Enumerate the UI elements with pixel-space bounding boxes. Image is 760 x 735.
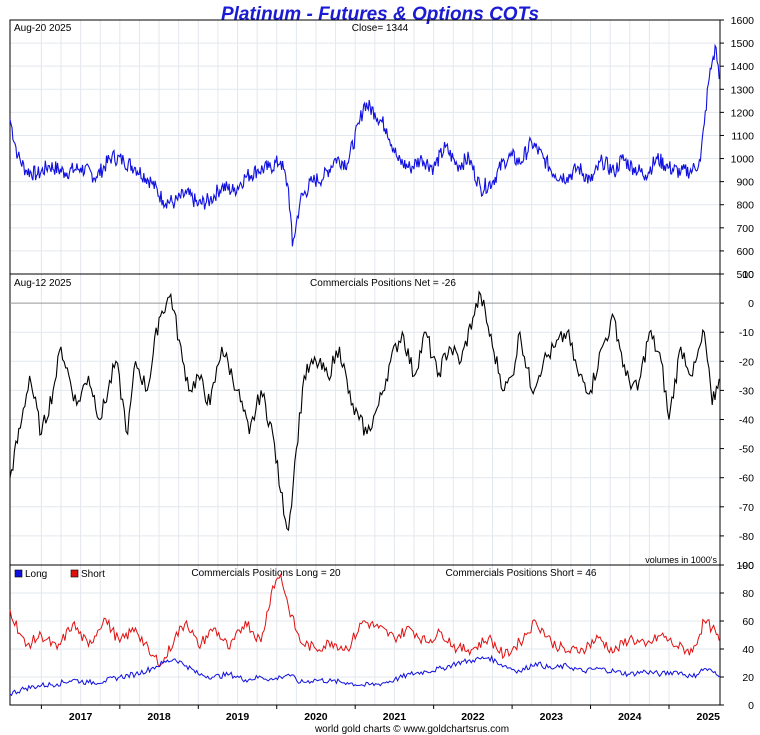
price-series-line xyxy=(9,43,720,247)
price-y-tick-label: 1300 xyxy=(731,84,755,96)
x-tick-label: 2017 xyxy=(69,711,93,723)
price-panel: Aug-20 2025 Close= 1344 500 600 700 800 900 1… xyxy=(9,15,754,281)
net-y-tick-label: -80 xyxy=(739,531,754,543)
x-tick-label: 2021 xyxy=(383,711,407,723)
net-series-line xyxy=(9,290,720,532)
price-y-tick-label: 1200 xyxy=(731,107,755,119)
net-gridlines xyxy=(10,273,720,566)
price-y-tick-label: 900 xyxy=(736,177,754,189)
net-y-tick-label: -10 xyxy=(739,327,754,339)
long-short-y-tick-label: 80 xyxy=(742,588,754,600)
short-series-line xyxy=(9,573,720,668)
price-close-label: Close= 1344 xyxy=(352,23,409,34)
net-date-label: Aug-12 2025 xyxy=(14,278,72,289)
long-position-label: Commercials Positions Long = 20 xyxy=(191,568,341,579)
net-y-tick-label: -60 xyxy=(739,473,754,485)
long-short-y-axis: 0 20 40 60 80 100 xyxy=(720,560,754,712)
x-tick-label: 2018 xyxy=(147,711,171,723)
price-y-tick-label: 1600 xyxy=(731,15,755,27)
price-y-axis: 500 600 700 800 900 1000 1100 1200 1300 1400 1500 1… xyxy=(720,15,754,281)
net-position-label: Commercials Positions Net = -26 xyxy=(310,278,456,289)
price-date-label: Aug-20 2025 xyxy=(14,23,72,34)
long-short-y-tick-label: 100 xyxy=(736,560,754,572)
long-short-panel-frame xyxy=(9,564,721,706)
price-y-tick-label: 1400 xyxy=(731,61,755,73)
legend-short-swatch xyxy=(70,569,79,578)
legend-long-swatch xyxy=(14,569,23,578)
price-gridlines xyxy=(10,19,720,275)
price-y-tick-label: 1000 xyxy=(731,154,755,166)
net-panel: Aug-12 2025 Commercials Positions Net = … xyxy=(9,269,754,572)
long-short-panel: Long Short Commercials Positions Long = … xyxy=(9,560,754,712)
x-tick-label: 2025 xyxy=(697,711,721,723)
price-y-tick-label: 500 xyxy=(736,269,754,281)
net-y-tick-label: -70 xyxy=(739,502,754,514)
price-y-tick-label: 1100 xyxy=(731,130,754,142)
long-series-line xyxy=(9,654,720,697)
long-short-y-tick-label: 60 xyxy=(742,616,754,628)
net-y-tick-label: -50 xyxy=(739,444,754,456)
net-y-tick-label: 10 xyxy=(742,269,754,281)
net-y-tick-label: -40 xyxy=(739,415,754,427)
legend-short-label: Short xyxy=(81,569,105,580)
long-short-y-tick-label: 0 xyxy=(748,700,754,712)
x-tick-label: 2022 xyxy=(461,711,485,723)
price-y-tick-label: 700 xyxy=(736,223,754,235)
net-y-tick-label: -90 xyxy=(739,560,754,572)
x-tick-label: 2024 xyxy=(618,711,642,723)
x-axis-years: 2017 2018 2019 2020 2021 2022 2023 2024 2025 xyxy=(40,705,721,723)
long-short-y-tick-label: 40 xyxy=(742,644,754,656)
x-tick-label: 2023 xyxy=(540,711,564,723)
long-short-y-tick-label: 20 xyxy=(742,672,754,684)
short-position-label: Commercials Positions Short = 46 xyxy=(446,568,597,579)
x-tick-label: 2019 xyxy=(226,711,250,723)
legend-long-label: Long xyxy=(25,569,47,580)
net-y-tick-label: 0 xyxy=(748,298,754,310)
price-y-tick-label: 1500 xyxy=(731,38,755,50)
net-y-axis: -90 -80 -70 -60 -50 -40 -30 -20 -10 0 10 xyxy=(720,269,754,572)
footer-credit: world gold charts © www.goldchartsrus.co… xyxy=(314,724,509,735)
price-panel-frame xyxy=(9,19,721,275)
price-y-tick-label: 600 xyxy=(736,246,754,258)
net-y-tick-label: -30 xyxy=(739,385,754,397)
chart-title: Platinum - Futures & Options COTs xyxy=(221,4,539,25)
net-y-tick-label: -20 xyxy=(739,356,754,368)
volumes-note: volumes in 1000's xyxy=(645,555,717,565)
x-tick-label: 2020 xyxy=(304,711,328,723)
price-y-tick-label: 800 xyxy=(736,200,754,212)
